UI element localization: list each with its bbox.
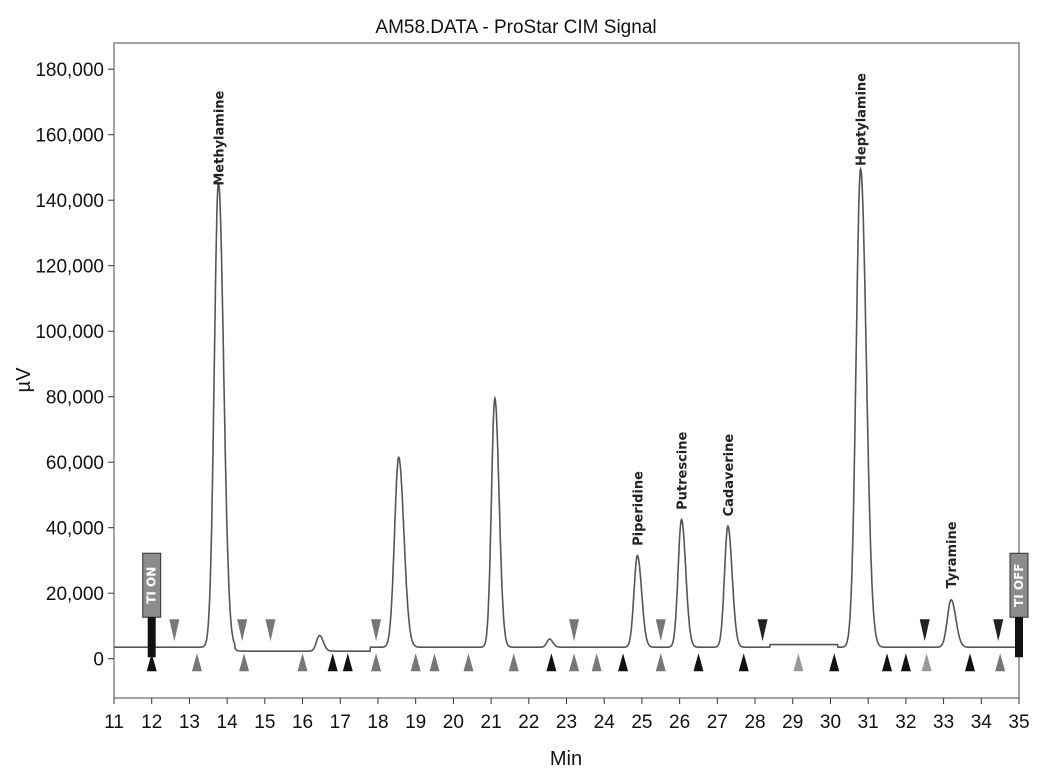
x-tick-label: 15 [254,712,275,733]
x-tick-label: 34 [971,712,993,733]
y-tick-label: 160,000 [35,126,104,147]
peak-end-marker [618,653,629,672]
peak-start-marker [919,619,930,642]
y-tick-label: 100,000 [35,322,104,343]
x-tick-label: 14 [217,712,239,733]
peak-end-marker [793,653,804,672]
y-tick-label: 0 [93,650,104,671]
peak-end-marker [900,653,911,672]
x-tick-label: 18 [367,712,388,733]
event-bar [147,617,156,658]
peak-start-marker [169,619,180,642]
x-tick-label: 26 [669,712,690,733]
peak-end-marker [693,653,704,672]
peak-label: Putrescine [676,431,691,509]
x-tick-label: 30 [820,712,841,733]
y-axis-label: µV [13,367,35,393]
event-label: TI OFF [1012,564,1026,607]
peak-end-marker [371,653,382,672]
peak-start-marker [757,619,768,642]
peak-end-marker [463,653,474,672]
peak-end-marker [921,653,932,672]
y-axis: 0 20,000 40,000 60,000 80,000 100,000 120,000 1… [35,60,114,671]
peak-label: Cadaverine [722,434,737,517]
peak-end-marker [146,653,157,672]
y-tick-label: 140,000 [35,191,104,212]
x-tick-label: 11 [104,712,124,733]
peak-end-marker [297,653,308,672]
x-tick-label: 24 [594,712,616,733]
peak-labels: Methylamine Piperidine Putrescine Cadaverin… [212,73,960,589]
y-tick-label: 60,000 [46,453,104,474]
x-axis: 11 12 13 14 15 16 17 18 19 20 21 22 23 24 25 26 27 28 29 30… [104,698,1030,733]
peak-end-marker [327,653,338,672]
x-tick-label: 22 [518,712,539,733]
peak-start-marker [993,619,1004,642]
x-tick-label: 20 [443,712,464,733]
y-tick-label: 20,000 [46,584,104,605]
peak-end-marker [569,653,580,672]
event-markers: TI ON TI OFF [142,552,1029,658]
integration-markers [146,619,1006,672]
peak-end-marker [239,653,250,672]
x-tick-label: 19 [405,712,426,733]
peak-start-marker [265,619,276,642]
peak-end-marker [964,653,975,672]
peak-end-marker [546,653,557,672]
x-tick-label: 13 [179,712,200,733]
event-label: TI ON [145,567,159,604]
x-tick-label: 35 [1008,712,1029,733]
x-tick-label: 12 [141,712,162,733]
x-tick-label: 33 [933,712,954,733]
x-tick-label: 29 [782,712,803,733]
peak-end-marker [508,653,519,672]
peak-end-marker [829,653,840,672]
y-tick-label: 40,000 [46,519,104,540]
peak-start-marker [655,619,666,642]
peak-start-marker [237,619,248,642]
y-tick-label: 180,000 [35,60,104,81]
x-axis-label: Min [550,748,582,770]
peak-label: Tyramine [945,521,960,588]
x-tick-label: 25 [631,712,652,733]
x-tick-label: 23 [556,712,577,733]
chart-title: AM58.DATA - ProStar CIM Signal [375,17,656,38]
signal-trace [114,166,1015,652]
peak-label: Heptylamine [855,73,870,166]
peak-end-marker [655,653,666,672]
peak-start-marker [569,619,580,642]
peak-end-marker [429,653,440,672]
peak-label: Methylamine [212,90,227,185]
x-tick-label: 27 [707,712,728,733]
peak-end-marker [995,653,1006,672]
peak-label: Piperidine [631,471,646,546]
peak-end-marker [342,653,353,672]
x-tick-label: 32 [895,712,916,733]
peak-end-marker [410,653,421,672]
x-tick-label: 31 [858,712,879,733]
peak-start-marker [371,619,382,642]
plot-area-frame [113,42,1020,699]
y-tick-label: 80,000 [46,388,104,409]
x-tick-label: 17 [330,712,351,733]
peak-end-marker [738,653,749,672]
peak-end-marker [191,653,202,672]
y-tick-label: 120,000 [35,257,104,278]
peak-end-marker [882,653,893,672]
peak-end-marker [591,653,602,672]
x-tick-label: 28 [744,712,765,733]
x-tick-label: 21 [481,712,502,733]
event-bar [1015,617,1023,658]
x-tick-label: 16 [292,712,313,733]
